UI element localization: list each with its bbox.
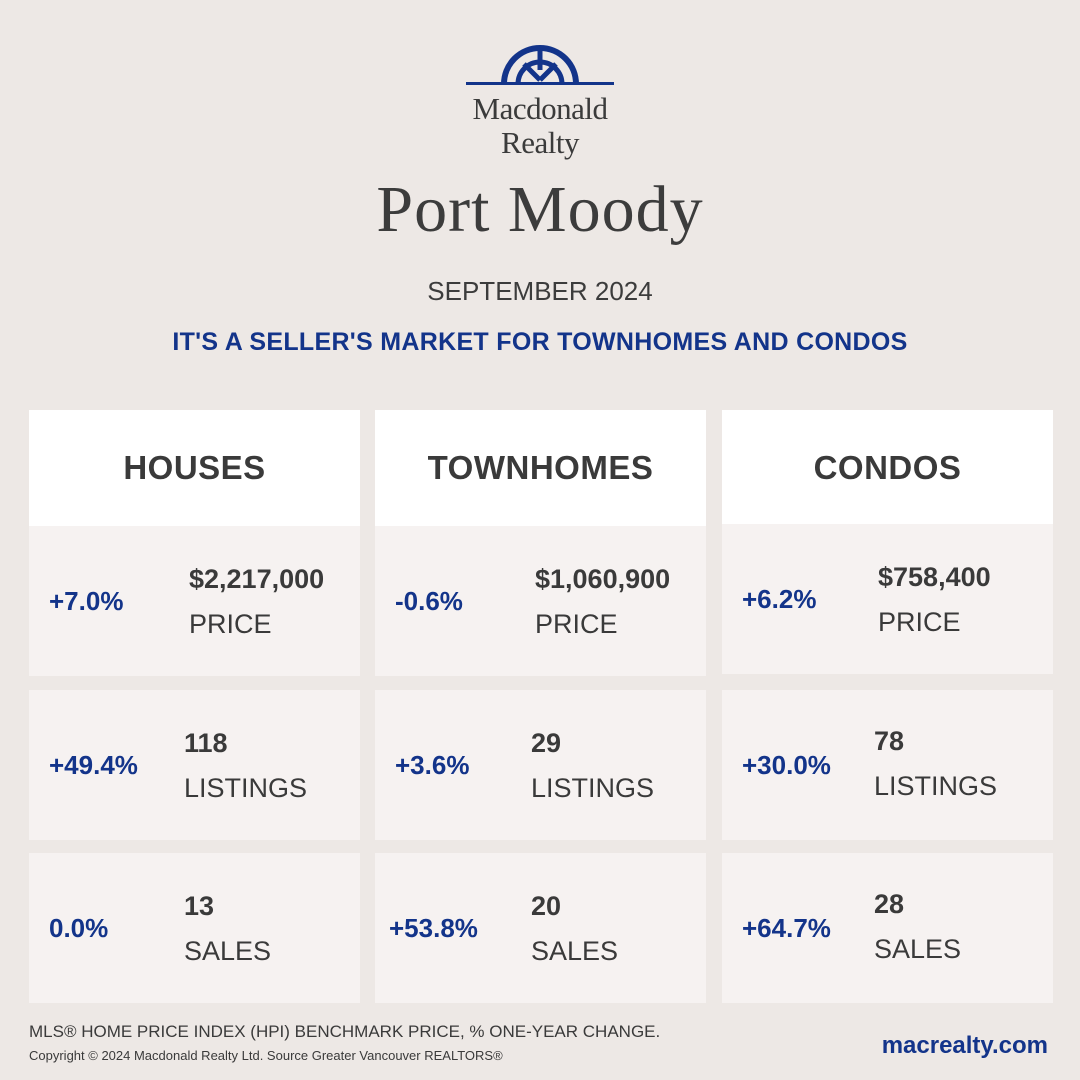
- stat-card-houses-sales: 0.0% 13 SALES: [29, 853, 360, 1003]
- percent-change: +30.0%: [742, 749, 831, 780]
- stat-card-townhomes-sales: +53.8% 20 SALES: [375, 853, 706, 1003]
- brand-logo: Macdonald Realty: [460, 40, 620, 165]
- stat-label: PRICE: [878, 607, 961, 637]
- stat-card-condos-price: +6.2% $758,400 PRICE: [722, 524, 1053, 674]
- city-title: Port Moody: [376, 173, 704, 246]
- brand-name-line2: Realty: [501, 125, 579, 160]
- stat-label: PRICE: [535, 609, 618, 639]
- stat-label: SALES: [531, 936, 619, 966]
- stat-card-townhomes-listings: +3.6% 29 LISTINGS: [375, 690, 706, 840]
- stat-label: LISTINGS: [184, 773, 308, 803]
- stat-card-houses-price: +7.0% $2,217,000 PRICE: [29, 526, 360, 676]
- stat-label: PRICE: [189, 609, 272, 639]
- stat-value: 78: [874, 726, 905, 756]
- column-title-townhomes: TOWNHOMES: [375, 410, 706, 526]
- stat-card-houses-listings: +49.4% 118 LISTINGS: [29, 690, 360, 840]
- stat-label: SALES: [874, 934, 962, 964]
- report-date: SEPTEMBER 2024: [427, 276, 653, 306]
- percent-change: +64.7%: [742, 912, 831, 943]
- percent-change: +6.2%: [742, 583, 817, 614]
- market-headline: IT'S A SELLER'S MARKET FOR TOWNHOMES AND…: [172, 328, 908, 356]
- percent-change: +49.4%: [49, 749, 138, 780]
- percent-change: +3.6%: [395, 749, 470, 780]
- stat-value: 118: [184, 728, 228, 758]
- stat-value: $2,217,000: [189, 564, 325, 594]
- sunrise-icon: [466, 45, 614, 85]
- column-title-condos: CONDOS: [722, 410, 1053, 526]
- stat-value: 29: [531, 728, 562, 758]
- stat-label: SALES: [184, 936, 272, 966]
- column-title-houses: HOUSES: [29, 410, 360, 526]
- percent-change: -0.6%: [395, 585, 463, 616]
- percent-change: +53.8%: [389, 912, 478, 943]
- stat-value: $758,400: [878, 562, 991, 592]
- website-link[interactable]: macrealty.com: [881, 1032, 1048, 1059]
- stat-card-townhomes-price: -0.6% $1,060,900 PRICE: [375, 526, 706, 676]
- stat-label: LISTINGS: [874, 771, 998, 801]
- stat-label: LISTINGS: [531, 773, 655, 803]
- stat-value: 13: [184, 891, 215, 921]
- stat-value: 20: [531, 891, 562, 921]
- percent-change: +7.0%: [49, 585, 124, 616]
- percent-change: 0.0%: [49, 912, 109, 943]
- stat-value: $1,060,900: [535, 564, 671, 594]
- stat-card-condos-sales: +64.7% 28 SALES: [722, 853, 1053, 1003]
- brand-name-line1: Macdonald: [472, 91, 608, 126]
- stat-value: 28: [874, 889, 905, 919]
- copyright-text: Copyright © 2024 Macdonald Realty Ltd. S…: [29, 1048, 503, 1063]
- stat-card-condos-listings: +30.0% 78 LISTINGS: [722, 690, 1053, 840]
- hpi-footnote: MLS® HOME PRICE INDEX (HPI) BENCHMARK PR…: [29, 1022, 661, 1041]
